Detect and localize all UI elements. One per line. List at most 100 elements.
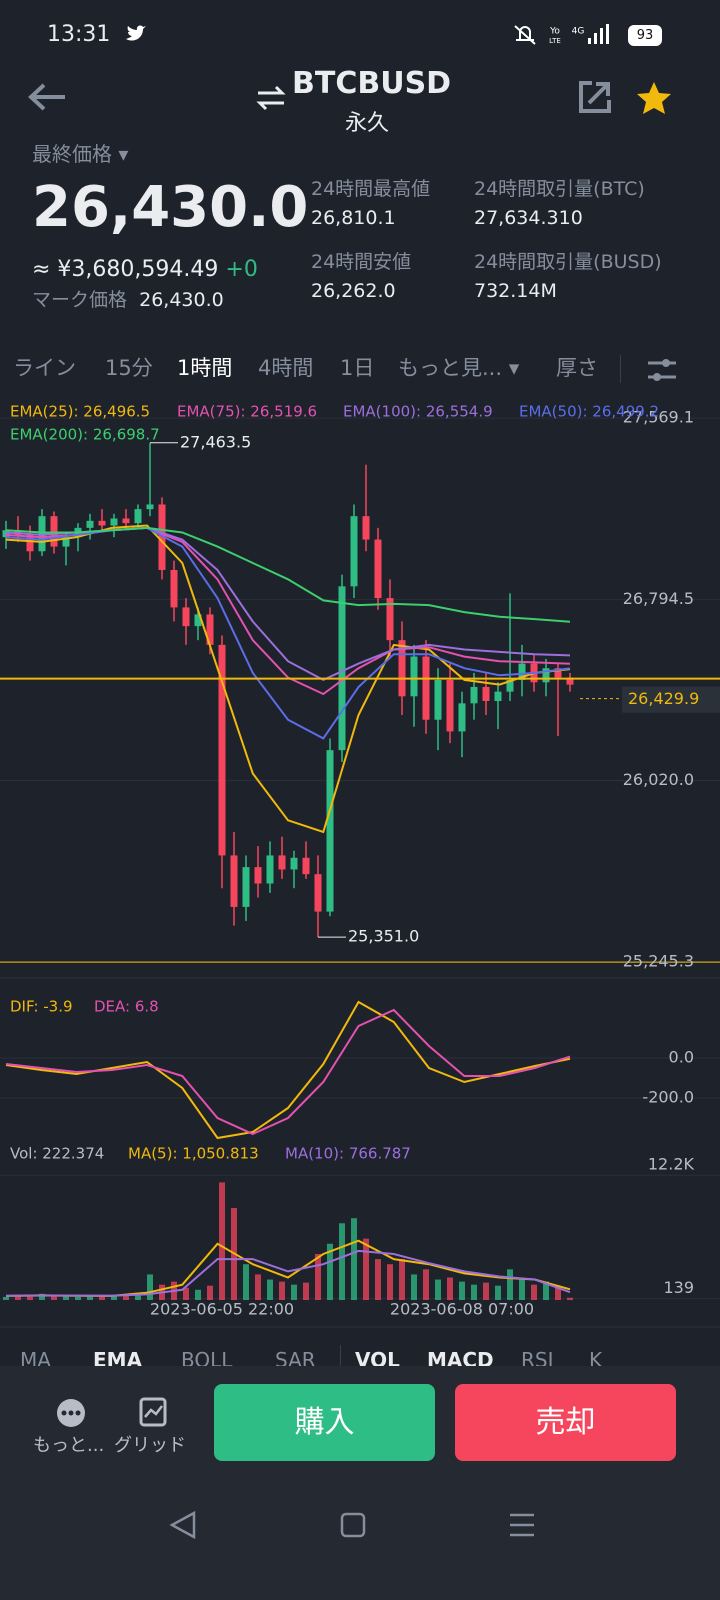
x-tick-label: 2023-06-08 07:00	[390, 1300, 534, 1319]
favorite-star[interactable]	[635, 80, 673, 116]
tab[interactable]: 15分	[105, 356, 153, 380]
svg-text:LTE: LTE	[549, 37, 561, 45]
volume-bar	[51, 1296, 57, 1300]
stat-label: 24時間取引量(BTC)	[474, 178, 645, 200]
indicator-line	[5, 526, 571, 623]
tab-more[interactable]: もっと見... ▾	[398, 356, 520, 380]
volume-bar	[111, 1294, 117, 1300]
tab-divider	[620, 355, 621, 383]
volume-bar	[279, 1281, 285, 1300]
indicator-line	[5, 1249, 571, 1297]
volume-label: Vol: 222.374	[10, 1145, 104, 1163]
indicator-tab[interactable]: RSI	[521, 1348, 554, 1372]
volume-bar	[3, 1296, 9, 1300]
legend-entry: DIF: -3.9	[10, 998, 73, 1016]
x-tick-label: 2023-06-05 22:00	[150, 1300, 294, 1319]
volume-bar	[351, 1218, 357, 1300]
volume-bar	[303, 1282, 309, 1300]
mark-price: マーク価格 26,430.0	[32, 291, 224, 310]
tab-divider	[340, 1345, 341, 1369]
legend-entry: EMA(75): 26,519.6	[177, 403, 317, 421]
candle-body	[254, 867, 262, 884]
candle-body	[134, 509, 142, 524]
indicator-tab[interactable]: VOL	[355, 1348, 400, 1372]
candle-body	[518, 663, 526, 680]
candle-body	[242, 867, 250, 907]
volume-bar	[507, 1269, 513, 1300]
candle-body	[38, 516, 46, 552]
indicator-line	[5, 526, 571, 682]
price-change: +0	[225, 257, 258, 282]
candle-body	[266, 855, 274, 884]
volume-bar	[87, 1295, 93, 1300]
more-icon[interactable]	[56, 1398, 86, 1428]
twitter-icon	[126, 25, 146, 41]
candle-body	[170, 569, 178, 608]
indicator-line	[5, 1008, 571, 1136]
candle-body	[26, 534, 34, 552]
volume-bar	[99, 1296, 105, 1300]
stat-label: 24時間最高値	[311, 178, 431, 200]
tab[interactable]: ライン	[13, 356, 76, 380]
volume-bar	[435, 1279, 441, 1300]
settings-icon[interactable]	[646, 355, 678, 385]
buy-button[interactable]: 購入	[214, 1384, 435, 1461]
volume-bar	[39, 1293, 45, 1300]
volume-bar	[75, 1296, 81, 1300]
indicator-tab[interactable]: MA	[20, 1348, 51, 1372]
volume-bar	[15, 1294, 21, 1300]
indicator-line	[5, 526, 571, 696]
volume-bar	[327, 1243, 333, 1300]
volume-bar	[315, 1253, 321, 1300]
indicator-tab[interactable]: SAR	[275, 1348, 316, 1372]
stat-value: 26,810.1	[311, 207, 396, 229]
legend-entry: EMA(100): 26,554.9	[343, 403, 493, 421]
back-button[interactable]	[28, 82, 68, 112]
stat-label: 24時間取引量(BUSD)	[474, 251, 662, 273]
y-tick-label: 0.0	[669, 1048, 694, 1067]
extreme-label: 27,463.5	[180, 432, 251, 451]
tab-more-text: もっと見...	[398, 356, 503, 380]
last-price: 26,430.0	[32, 175, 309, 240]
tab[interactable]: 1日	[340, 356, 375, 380]
volume-bar	[543, 1281, 549, 1300]
more-label[interactable]: もっと...	[33, 1435, 105, 1456]
mark-price-value: 26,430.0	[139, 289, 224, 311]
volume-bar	[267, 1279, 273, 1300]
indicator-tab[interactable]: EMA	[93, 1348, 143, 1372]
grid-label[interactable]: グリッド	[114, 1435, 186, 1456]
legend-entry: DEA: 6.8	[94, 998, 159, 1016]
volume-bar	[255, 1274, 261, 1300]
indicator-tab[interactable]: K	[589, 1348, 603, 1372]
stat-label: 24時間安値	[311, 251, 412, 273]
svg-text:Yo: Yo	[549, 27, 560, 37]
sell-button[interactable]: 売却	[455, 1384, 676, 1461]
candle-body	[542, 668, 550, 683]
indicator-tab[interactable]: BOLL	[181, 1348, 233, 1372]
tab[interactable]: 4時間	[258, 356, 314, 380]
symbol[interactable]: BTCBUSD	[292, 66, 452, 101]
volume-bar	[363, 1238, 369, 1300]
indicator-tab[interactable]: MACD	[427, 1348, 494, 1372]
swap-icon[interactable]	[256, 85, 286, 111]
share-button[interactable]	[578, 80, 612, 114]
tab-active[interactable]: 1時間	[177, 356, 233, 380]
candle-body	[194, 614, 202, 627]
candle-body	[410, 656, 418, 697]
stat-value: 27,634.310	[474, 207, 583, 229]
stat-value: 732.14M	[474, 280, 557, 302]
volume-bar	[411, 1274, 417, 1300]
volume-bar	[471, 1284, 477, 1300]
volume-bar	[63, 1295, 69, 1300]
grid-icon[interactable]	[139, 1397, 167, 1427]
volume-bar	[339, 1223, 345, 1300]
tab[interactable]: 厚さ	[556, 356, 598, 380]
volume-bar	[567, 1297, 573, 1300]
volume-bar	[423, 1269, 429, 1300]
y-tick-label: 26,794.5	[623, 589, 694, 608]
candle-body	[314, 874, 322, 912]
